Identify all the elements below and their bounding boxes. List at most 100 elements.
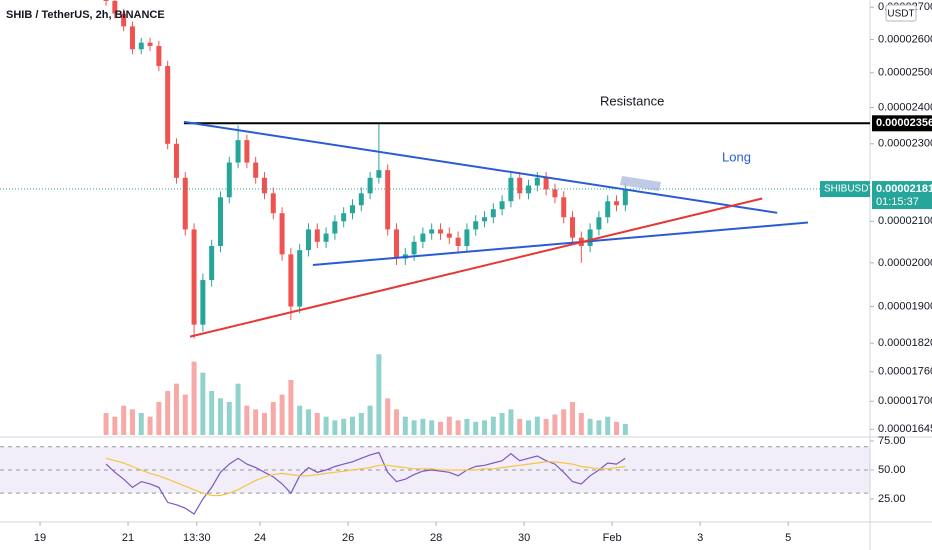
volume-bar <box>614 421 620 435</box>
candle-body <box>112 0 118 14</box>
candle-body <box>517 177 523 194</box>
y-tick-label: 0.00002600 <box>878 33 932 45</box>
volume-bar <box>279 394 285 435</box>
rsi-line <box>105 451 626 515</box>
candle-body <box>147 42 153 46</box>
price-label: 0.00002356 <box>876 117 932 129</box>
volume-bar <box>297 405 303 435</box>
volume-bar <box>411 420 417 435</box>
y-tick-label: 0.00002100 <box>878 215 932 227</box>
volume-bar <box>605 416 611 435</box>
volume-bar <box>191 361 197 435</box>
candle-body <box>297 250 303 307</box>
candle-body <box>490 209 496 218</box>
volume-bar <box>587 418 593 435</box>
volume-bar <box>534 416 540 435</box>
volume-bar <box>341 418 347 435</box>
volume-bar <box>235 383 241 435</box>
volume-bar <box>226 402 232 435</box>
candle-body <box>385 170 391 230</box>
y-tick-label: 0.00001645 <box>878 423 932 435</box>
x-tick-label: 19 <box>34 532 46 544</box>
candle-body <box>138 42 144 50</box>
volume-bar <box>446 416 452 435</box>
volume-bar <box>499 413 505 435</box>
trend-line <box>183 120 778 214</box>
volume-bar <box>270 402 276 435</box>
volume-bar <box>323 416 329 435</box>
candle-body <box>614 201 620 206</box>
chart-title: SHIB / TetherUS, 2h, BINANCE <box>6 9 165 21</box>
candle-body <box>341 213 347 222</box>
candle-body <box>305 229 311 251</box>
volume-bar <box>182 394 188 435</box>
volume-bar <box>358 413 364 435</box>
annotation: Resistance <box>600 93 664 108</box>
volume-bar <box>473 421 479 435</box>
candle-body <box>103 0 109 1</box>
candle-body <box>455 237 461 246</box>
volume-bar <box>429 420 435 435</box>
volume-bar <box>438 421 444 435</box>
currency[interactable]: USDT <box>887 9 914 20</box>
volume-bar <box>253 409 259 435</box>
volume-bar <box>543 418 549 435</box>
candle-body <box>253 162 259 178</box>
rsi-line <box>105 457 626 497</box>
volume <box>103 354 628 435</box>
volume-bar <box>173 383 179 435</box>
y-tick-label: 25.00 <box>878 493 906 505</box>
y-tick-label: 0.00001820 <box>878 337 932 349</box>
candle-body <box>393 229 399 259</box>
candle-body <box>165 65 171 144</box>
candle-body <box>191 229 197 325</box>
annotation: Long <box>722 149 751 164</box>
volume-bar <box>596 420 602 435</box>
candle-body <box>323 233 329 242</box>
volume-bar <box>622 424 628 435</box>
symbol: SHIBUSDT <box>824 184 875 195</box>
volume-bar <box>200 372 206 435</box>
long-marker <box>620 176 661 191</box>
x-tick-label: 26 <box>342 532 354 544</box>
volume-bar <box>376 354 382 435</box>
candle-body <box>367 177 373 194</box>
candle-body <box>411 241 417 255</box>
volume-bar <box>517 418 523 435</box>
volume-bar <box>156 402 162 435</box>
candle-body <box>209 245 215 281</box>
candle-body <box>261 177 267 194</box>
volume-bar <box>393 409 399 435</box>
candle-body <box>173 143 179 178</box>
candle-body <box>473 221 479 230</box>
last-price-label: 0.00002181 <box>876 183 932 195</box>
candle-body <box>129 26 135 50</box>
volume-bar <box>165 391 171 435</box>
volume-bar <box>367 405 373 435</box>
volume-bar <box>209 391 215 435</box>
volume-bar <box>570 402 576 435</box>
currency-box[interactable] <box>885 4 917 22</box>
candle-body <box>534 177 540 186</box>
candle-body <box>482 217 488 222</box>
volume-bar <box>490 416 496 435</box>
volume-bar <box>402 416 408 435</box>
candle-body <box>332 221 338 234</box>
candle-body <box>429 229 435 234</box>
volume-bar <box>288 380 294 435</box>
candle-body <box>235 140 241 163</box>
volume-bar <box>385 398 391 435</box>
y-tick-label: 0.00002500 <box>878 67 932 79</box>
candle-body <box>121 13 127 27</box>
volume-bar <box>578 413 584 435</box>
volume-bar <box>103 413 109 435</box>
candle-body <box>270 193 276 214</box>
x-tick-label: 30 <box>518 532 530 544</box>
candle-body <box>622 189 628 206</box>
candle-body <box>217 197 223 246</box>
x-tick-label: 5 <box>785 532 791 544</box>
y-tick-label: 0.00002300 <box>878 138 932 150</box>
candle-body <box>288 254 294 307</box>
y-tick-label: 0.00001760 <box>878 366 932 378</box>
